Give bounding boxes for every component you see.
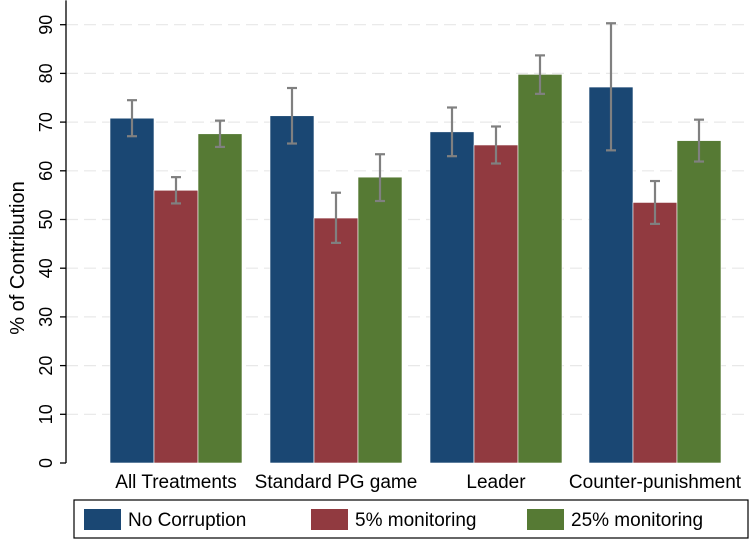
legend-label: 25% monitoring: [571, 510, 703, 531]
legend-entry: 5% monitoring: [311, 509, 476, 531]
y-tick-label: 30: [36, 307, 56, 327]
bar: [110, 118, 154, 463]
x-axis: All Treatments Standard PG game Leader Coun…: [115, 472, 742, 493]
legend-entry: 25% monitoring: [527, 509, 703, 531]
bar: [358, 177, 402, 463]
legend-swatch: [311, 509, 348, 530]
bar: [633, 202, 677, 463]
legend-label: No Corruption: [128, 510, 246, 531]
legend-entry: No Corruption: [84, 509, 246, 531]
bar: [474, 145, 518, 463]
bar: [154, 190, 198, 463]
y-tick-label: 50: [36, 209, 56, 229]
x-tick-label: Standard PG game: [255, 472, 418, 493]
legend-label: 5% monitoring: [355, 510, 476, 531]
bar: [198, 134, 242, 463]
y-tick-label: 80: [36, 63, 56, 83]
y-tick-label: 90: [36, 15, 56, 35]
y-tick-label: 0: [36, 458, 56, 468]
x-tick-label: Leader: [466, 472, 526, 493]
bar: [270, 116, 314, 463]
bar: [430, 132, 474, 463]
x-tick-label: Counter-punishment: [569, 472, 742, 493]
y-tick-label: 40: [36, 258, 56, 278]
bar: [677, 141, 721, 463]
y-tick-label: 10: [36, 404, 56, 424]
legend: No Corruption 5% monitoring 25% monitoring: [74, 500, 748, 538]
x-tick-label: All Treatments: [115, 472, 236, 493]
y-tick-label: 70: [36, 112, 56, 132]
y-axis-label: % of Contribution: [7, 181, 29, 334]
bar: [518, 74, 562, 463]
bar: [314, 218, 358, 463]
y-tick-label: 60: [36, 161, 56, 181]
legend-swatch: [527, 509, 564, 530]
y-axis: 0 10 20 30 40 50 60 70 80 90: [36, 0, 66, 468]
legend-swatch: [84, 509, 121, 530]
y-tick-label: 20: [36, 356, 56, 376]
